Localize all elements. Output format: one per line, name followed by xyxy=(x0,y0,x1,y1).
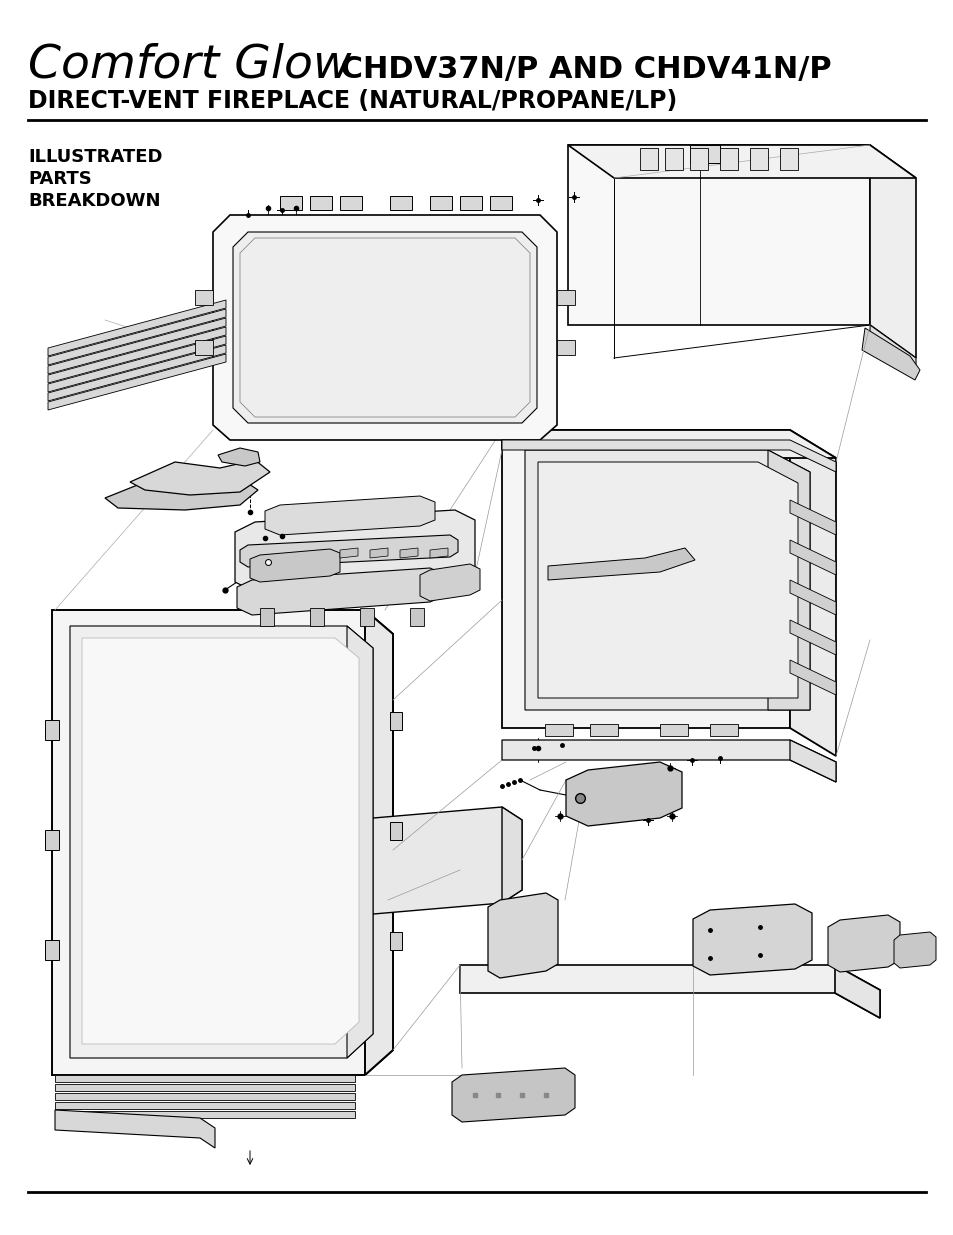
Bar xyxy=(194,290,213,305)
Polygon shape xyxy=(52,610,393,1074)
Polygon shape xyxy=(547,548,695,580)
Polygon shape xyxy=(501,440,835,472)
Polygon shape xyxy=(430,196,452,210)
Text: DIRECT-VENT FIREPLACE (NATURAL/PROPANE/LP): DIRECT-VENT FIREPLACE (NATURAL/PROPANE/L… xyxy=(28,89,677,112)
Polygon shape xyxy=(589,724,618,736)
Bar xyxy=(664,148,682,170)
Polygon shape xyxy=(234,510,475,592)
Polygon shape xyxy=(70,626,373,1058)
Polygon shape xyxy=(265,496,435,535)
Bar xyxy=(749,148,767,170)
Polygon shape xyxy=(365,610,393,1074)
Polygon shape xyxy=(501,430,789,727)
Bar xyxy=(557,340,575,354)
Polygon shape xyxy=(789,580,835,615)
Polygon shape xyxy=(459,196,481,210)
Bar xyxy=(689,148,707,170)
Polygon shape xyxy=(48,300,226,356)
Polygon shape xyxy=(399,548,417,558)
Polygon shape xyxy=(82,638,358,1044)
Bar xyxy=(390,932,401,950)
Polygon shape xyxy=(330,806,521,916)
Bar xyxy=(557,290,575,305)
Bar xyxy=(45,940,59,960)
Polygon shape xyxy=(862,329,919,380)
Bar xyxy=(689,144,720,163)
Polygon shape xyxy=(544,724,573,736)
Polygon shape xyxy=(48,309,226,366)
Polygon shape xyxy=(709,724,738,736)
Polygon shape xyxy=(233,232,537,424)
Polygon shape xyxy=(105,478,257,510)
Polygon shape xyxy=(213,215,557,440)
Polygon shape xyxy=(789,620,835,655)
Polygon shape xyxy=(370,548,388,558)
Polygon shape xyxy=(55,1084,355,1091)
Bar xyxy=(639,148,658,170)
Polygon shape xyxy=(501,740,835,782)
Bar xyxy=(359,608,374,626)
Polygon shape xyxy=(430,548,448,558)
Polygon shape xyxy=(501,806,521,903)
Polygon shape xyxy=(55,1102,355,1109)
Polygon shape xyxy=(339,548,357,558)
Polygon shape xyxy=(567,144,869,325)
Polygon shape xyxy=(789,540,835,576)
Polygon shape xyxy=(55,1074,355,1082)
Polygon shape xyxy=(524,450,809,710)
Polygon shape xyxy=(55,1112,355,1118)
Polygon shape xyxy=(236,568,444,615)
Polygon shape xyxy=(280,196,302,210)
Polygon shape xyxy=(459,965,879,1018)
Polygon shape xyxy=(452,1068,575,1123)
Polygon shape xyxy=(692,904,811,974)
Polygon shape xyxy=(130,459,270,495)
Bar xyxy=(780,148,797,170)
Text: ILLUSTRATED
PARTS
BREAKDOWN: ILLUSTRATED PARTS BREAKDOWN xyxy=(28,148,162,210)
Polygon shape xyxy=(48,354,226,410)
Polygon shape xyxy=(310,196,332,210)
Polygon shape xyxy=(767,450,809,710)
Polygon shape xyxy=(659,724,687,736)
Polygon shape xyxy=(218,448,260,466)
Polygon shape xyxy=(419,564,479,601)
Polygon shape xyxy=(834,965,879,1018)
Polygon shape xyxy=(789,430,835,756)
Polygon shape xyxy=(893,932,935,968)
Text: Comfort Glow: Comfort Glow xyxy=(28,43,351,88)
Text: CHDV37N/P AND CHDV41N/P: CHDV37N/P AND CHDV41N/P xyxy=(330,56,831,84)
Polygon shape xyxy=(48,327,226,383)
Polygon shape xyxy=(55,1110,214,1149)
Polygon shape xyxy=(390,196,412,210)
Bar xyxy=(390,713,401,730)
Polygon shape xyxy=(347,626,373,1058)
Polygon shape xyxy=(565,762,681,826)
Bar xyxy=(45,830,59,850)
Polygon shape xyxy=(869,325,915,375)
Polygon shape xyxy=(537,462,797,698)
Polygon shape xyxy=(55,1093,355,1100)
Polygon shape xyxy=(827,915,899,972)
Polygon shape xyxy=(339,196,361,210)
Polygon shape xyxy=(240,535,457,567)
Polygon shape xyxy=(48,345,226,401)
Bar xyxy=(390,823,401,840)
Bar xyxy=(310,608,324,626)
Polygon shape xyxy=(490,196,512,210)
Bar xyxy=(410,608,423,626)
Polygon shape xyxy=(501,430,835,458)
Polygon shape xyxy=(567,144,915,178)
Polygon shape xyxy=(789,659,835,695)
Bar xyxy=(720,148,738,170)
Bar xyxy=(194,340,213,354)
Polygon shape xyxy=(488,893,558,978)
Polygon shape xyxy=(48,317,226,374)
Polygon shape xyxy=(48,336,226,391)
Bar xyxy=(45,720,59,740)
Polygon shape xyxy=(250,550,339,582)
Polygon shape xyxy=(789,500,835,535)
Polygon shape xyxy=(869,144,915,358)
Bar xyxy=(260,608,274,626)
Polygon shape xyxy=(789,740,835,782)
